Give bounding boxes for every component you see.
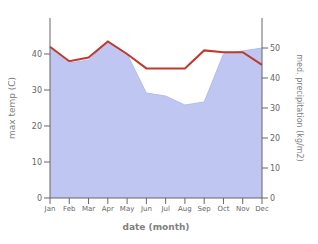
svg-text:0: 0 — [270, 194, 275, 203]
svg-text:Jul: Jul — [160, 205, 170, 213]
svg-text:Apr: Apr — [102, 205, 114, 213]
svg-text:40: 40 — [32, 50, 42, 59]
svg-text:10: 10 — [32, 158, 42, 167]
svg-text:10: 10 — [270, 164, 280, 173]
svg-text:Oct: Oct — [217, 205, 229, 213]
svg-text:30: 30 — [32, 86, 42, 95]
svg-text:Sep: Sep — [198, 205, 212, 213]
svg-text:Jun: Jun — [140, 205, 152, 213]
svg-text:date (month): date (month) — [123, 222, 190, 232]
svg-text:0: 0 — [37, 194, 42, 203]
svg-text:20: 20 — [270, 134, 280, 143]
svg-text:Mar: Mar — [82, 205, 95, 213]
svg-text:Jan: Jan — [44, 205, 56, 213]
svg-text:max temp (C): max temp (C) — [8, 77, 17, 139]
svg-text:40: 40 — [270, 74, 280, 83]
svg-text:Nov: Nov — [236, 205, 250, 213]
svg-text:30: 30 — [270, 104, 280, 113]
svg-text:Aug: Aug — [178, 205, 192, 213]
svg-text:20: 20 — [32, 122, 42, 131]
svg-text:50: 50 — [270, 44, 280, 53]
svg-text:Feb: Feb — [63, 205, 76, 213]
svg-text:med. precipitation (kg/m2): med. precipitation (kg/m2) — [295, 54, 304, 161]
svg-text:Dec: Dec — [255, 205, 269, 213]
svg-text:May: May — [120, 205, 134, 213]
